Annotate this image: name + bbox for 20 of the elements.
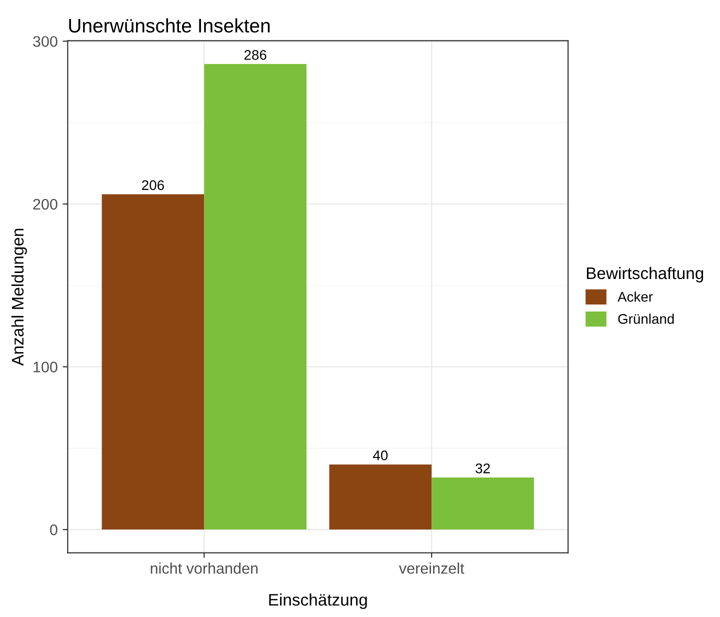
- data-label: 32: [476, 463, 490, 474]
- data-label: 286: [244, 50, 266, 60]
- bar: [204, 64, 307, 530]
- y-tick-label: 100: [34, 362, 58, 372]
- x-axis-title: Einschätzung: [269, 593, 367, 609]
- y-tick-label: 0: [50, 524, 58, 536]
- x-tick-label: vereinzelt: [398, 562, 464, 574]
- bar: [432, 477, 534, 530]
- x-tick-label: nicht vorhanden: [150, 562, 258, 574]
- data-label: 206: [142, 180, 164, 190]
- y-tick-label: 300: [33, 36, 58, 47]
- y-tick-label: 200: [33, 198, 58, 210]
- chart-title: Unerwünschte Insekten: [69, 18, 270, 33]
- legend-title: Bewirtschaftung: [586, 266, 704, 282]
- bar: [329, 464, 432, 530]
- data-label: 40: [373, 450, 388, 460]
- legend-label: Grünland: [618, 314, 674, 324]
- legend-label: Acker: [618, 292, 653, 302]
- y-axis-title: Anzahl Meldungen: [11, 228, 27, 366]
- bar: [102, 194, 204, 530]
